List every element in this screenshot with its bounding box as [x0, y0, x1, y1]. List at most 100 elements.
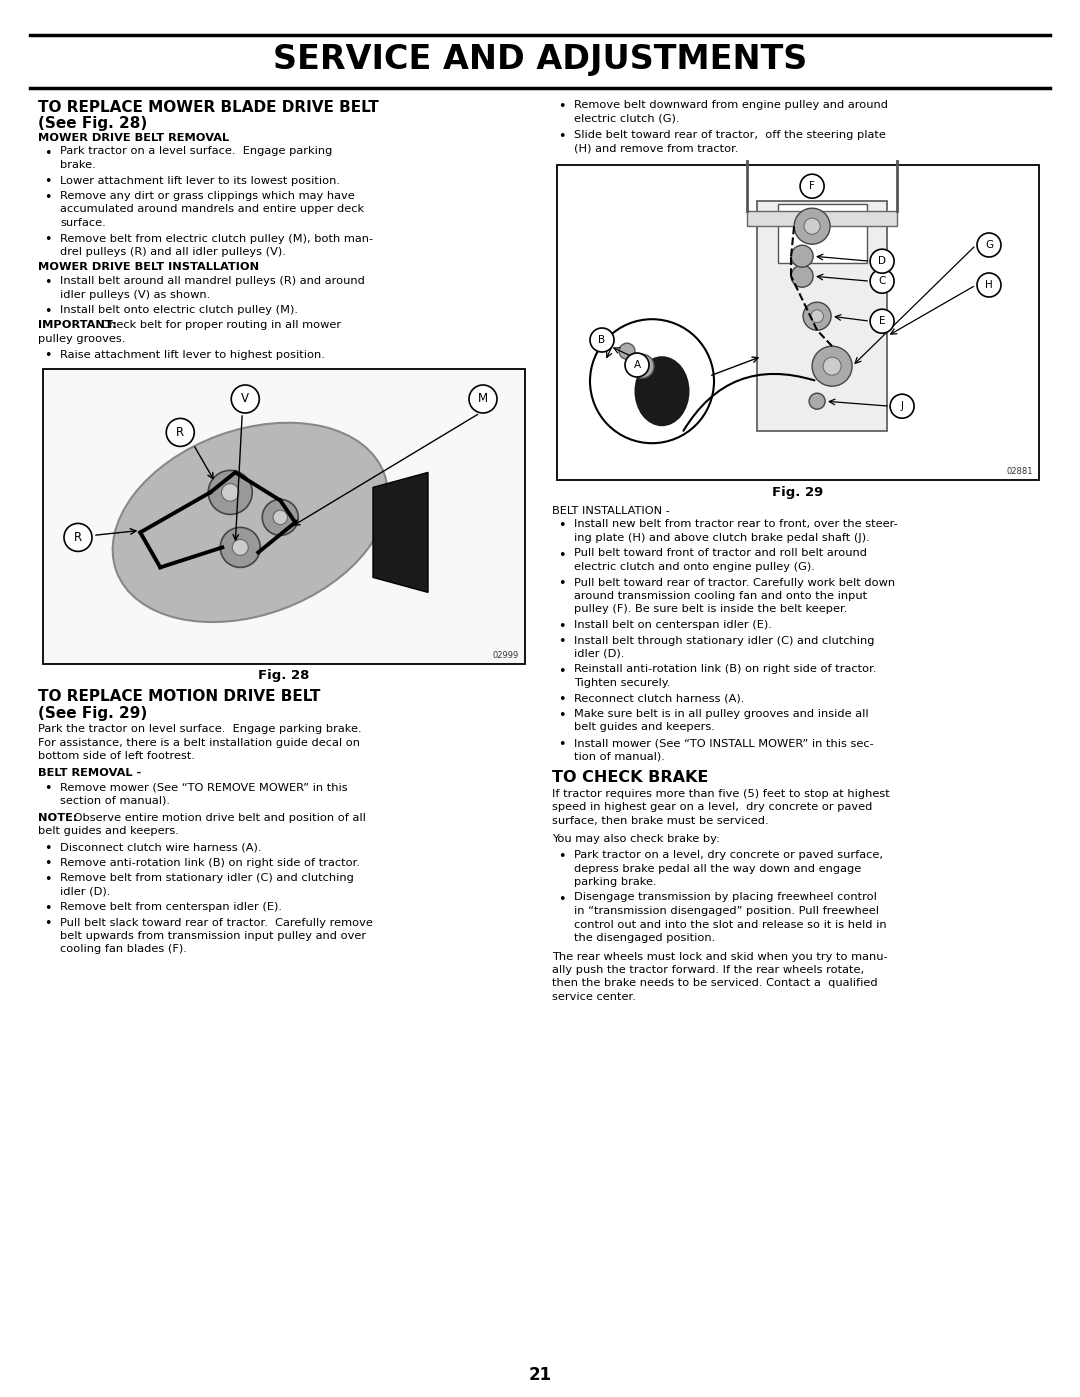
Text: electric clutch and onto engine pulley (G).: electric clutch and onto engine pulley (… — [573, 562, 815, 571]
Text: •: • — [44, 873, 52, 886]
Text: •: • — [44, 858, 52, 870]
Text: A: A — [634, 360, 640, 370]
FancyBboxPatch shape — [757, 201, 887, 432]
Text: H: H — [985, 279, 993, 291]
Text: Park tractor on a level, dry concrete or paved surface,: Park tractor on a level, dry concrete or… — [573, 849, 883, 861]
Text: idler pulleys (V) as shown.: idler pulleys (V) as shown. — [60, 289, 211, 299]
Circle shape — [870, 249, 894, 274]
Text: (See Fig. 28): (See Fig. 28) — [38, 116, 147, 131]
Text: •: • — [558, 620, 566, 633]
Circle shape — [823, 358, 841, 376]
Text: control out and into the slot and release so it is held in: control out and into the slot and releas… — [573, 919, 887, 929]
Text: Check belt for proper routing in all mower: Check belt for proper routing in all mow… — [94, 320, 341, 331]
Circle shape — [64, 524, 92, 552]
Circle shape — [590, 319, 714, 443]
Text: Disconnect clutch wire harness (A).: Disconnect clutch wire harness (A). — [60, 842, 261, 852]
Circle shape — [811, 310, 823, 323]
Text: MOWER DRIVE BELT INSTALLATION: MOWER DRIVE BELT INSTALLATION — [38, 263, 259, 272]
Text: Remove anti-rotation link (B) on right side of tractor.: Remove anti-rotation link (B) on right s… — [60, 858, 360, 868]
Text: BELT REMOVAL -: BELT REMOVAL - — [38, 768, 141, 778]
Text: Pull belt toward front of tractor and roll belt around: Pull belt toward front of tractor and ro… — [573, 549, 867, 559]
Text: IMPORTANT:: IMPORTANT: — [38, 320, 117, 331]
Text: surface, then brake must be serviced.: surface, then brake must be serviced. — [552, 816, 769, 826]
Text: V: V — [241, 393, 249, 405]
Text: depress brake pedal all the way down and engage: depress brake pedal all the way down and… — [573, 863, 861, 873]
Circle shape — [809, 393, 825, 409]
Text: Park tractor on a level surface.  Engage parking: Park tractor on a level surface. Engage … — [60, 147, 333, 156]
Text: Park the tractor on level surface.  Engage parking brake.: Park the tractor on level surface. Engag… — [38, 724, 362, 733]
Text: drel pulleys (R) and all idler pulleys (V).: drel pulleys (R) and all idler pulleys (… — [60, 247, 286, 257]
Text: electric clutch (G).: electric clutch (G). — [573, 113, 679, 123]
Circle shape — [619, 344, 635, 359]
Text: the disengaged position.: the disengaged position. — [573, 933, 715, 943]
Text: brake.: brake. — [60, 161, 96, 170]
Circle shape — [262, 499, 298, 535]
Text: G: G — [985, 240, 994, 250]
Text: Install mower (See “TO INSTALL MOWER” in this sec-: Install mower (See “TO INSTALL MOWER” in… — [573, 738, 874, 747]
Text: Install belt on centerspan idler (E).: Install belt on centerspan idler (E). — [573, 620, 772, 630]
Text: •: • — [558, 849, 566, 863]
Circle shape — [791, 246, 813, 267]
Text: Disengage transmission by placing freewheel control: Disengage transmission by placing freewh… — [573, 893, 877, 902]
Text: pulley (F). Be sure belt is inside the belt keeper.: pulley (F). Be sure belt is inside the b… — [573, 605, 848, 615]
Text: ally push the tractor forward. If the rear wheels rotate,: ally push the tractor forward. If the re… — [552, 965, 864, 975]
Text: R: R — [176, 426, 185, 439]
Circle shape — [625, 353, 649, 377]
Text: Make sure belt is in all pulley grooves and inside all: Make sure belt is in all pulley grooves … — [573, 710, 868, 719]
Text: •: • — [44, 902, 52, 915]
Circle shape — [977, 272, 1001, 298]
Text: belt guides and keepers.: belt guides and keepers. — [573, 722, 715, 732]
Text: Install belt around all mandrel pulleys (R) and around: Install belt around all mandrel pulleys … — [60, 277, 365, 286]
Text: Pull belt slack toward rear of tractor.  Carefully remove: Pull belt slack toward rear of tractor. … — [60, 918, 373, 928]
Text: R: R — [73, 531, 82, 543]
Text: 02881: 02881 — [1007, 467, 1032, 476]
Text: service center.: service center. — [552, 992, 636, 1002]
Text: section of manual).: section of manual). — [60, 795, 170, 806]
Text: Remove belt downward from engine pulley and around: Remove belt downward from engine pulley … — [573, 101, 888, 110]
Text: (See Fig. 29): (See Fig. 29) — [38, 705, 147, 721]
Circle shape — [791, 265, 813, 288]
Circle shape — [812, 346, 852, 386]
Text: around transmission cooling fan and onto the input: around transmission cooling fan and onto… — [573, 591, 867, 601]
Circle shape — [630, 355, 654, 379]
Text: Fig. 29: Fig. 29 — [772, 486, 824, 499]
Text: ing plate (H) and above clutch brake pedal shaft (J).: ing plate (H) and above clutch brake ped… — [573, 534, 869, 543]
Text: parking brake.: parking brake. — [573, 877, 657, 887]
Circle shape — [231, 386, 259, 414]
Text: TO REPLACE MOTION DRIVE BELT: TO REPLACE MOTION DRIVE BELT — [38, 689, 321, 704]
Text: Lower attachment lift lever to its lowest position.: Lower attachment lift lever to its lowes… — [60, 176, 340, 186]
Text: Observe entire motion drive belt and position of all: Observe entire motion drive belt and pos… — [70, 813, 366, 823]
Polygon shape — [373, 472, 428, 592]
Text: •: • — [44, 277, 52, 289]
Text: •: • — [44, 349, 52, 362]
Text: •: • — [558, 710, 566, 722]
FancyBboxPatch shape — [557, 165, 1039, 481]
Text: then the brake needs to be serviced. Contact a  qualified: then the brake needs to be serviced. Con… — [552, 978, 878, 989]
Text: •: • — [558, 549, 566, 562]
Text: •: • — [558, 130, 566, 142]
Text: E: E — [879, 316, 886, 327]
Text: 02999: 02999 — [492, 651, 519, 659]
Text: surface.: surface. — [60, 218, 106, 228]
Text: pulley grooves.: pulley grooves. — [38, 334, 125, 344]
FancyBboxPatch shape — [43, 369, 525, 664]
Text: •: • — [44, 147, 52, 159]
Text: idler (D).: idler (D). — [60, 887, 110, 897]
Text: C: C — [878, 277, 886, 286]
Text: Remove mower (See “TO REMOVE MOWER” in this: Remove mower (See “TO REMOVE MOWER” in t… — [60, 782, 348, 792]
Text: Install new belt from tractor rear to front, over the steer-: Install new belt from tractor rear to fr… — [573, 520, 897, 529]
Ellipse shape — [635, 356, 689, 426]
Circle shape — [221, 483, 239, 502]
Text: •: • — [558, 665, 566, 678]
Text: The rear wheels must lock and skid when you try to manu-: The rear wheels must lock and skid when … — [552, 951, 888, 961]
Text: 21: 21 — [528, 1366, 552, 1384]
Text: •: • — [558, 577, 566, 591]
Circle shape — [232, 539, 248, 556]
Text: •: • — [558, 636, 566, 648]
Circle shape — [890, 394, 914, 418]
FancyBboxPatch shape — [747, 211, 897, 226]
Text: •: • — [558, 738, 566, 752]
Text: idler (D).: idler (D). — [573, 650, 624, 659]
Circle shape — [804, 302, 832, 330]
Text: F: F — [809, 182, 815, 191]
